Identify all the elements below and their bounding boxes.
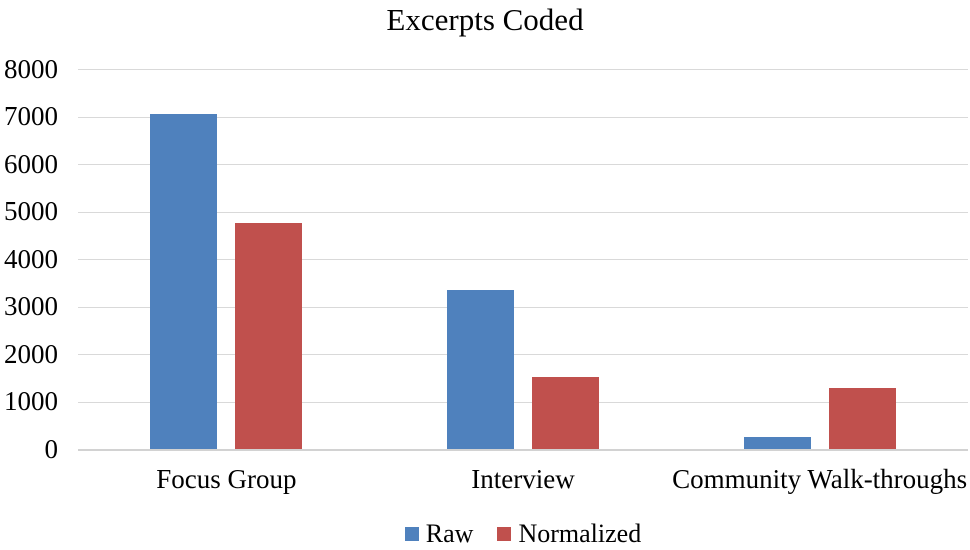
y-tick-label: 7000: [4, 101, 58, 131]
x-axis: Focus Group Interview Community Walk-throu…: [78, 461, 968, 501]
y-tick-label: 1000: [4, 386, 58, 416]
bar-normalized: [531, 376, 599, 449]
category-group: [375, 69, 672, 449]
gridline: [78, 211, 968, 213]
plot-area: [78, 69, 968, 451]
gridline: [78, 401, 968, 403]
legend-swatch: [497, 527, 512, 541]
legend-item: Normalized: [497, 518, 641, 550]
legend-item: Raw: [404, 518, 474, 550]
y-axis: 0 1000 2000 3000 4000 5000 6000 7000 8000: [0, 0, 78, 546]
legend: Raw Normalized: [78, 518, 968, 550]
category-label: Focus Group: [156, 464, 297, 494]
category-group: [78, 69, 375, 449]
y-tick-label: 5000: [4, 196, 58, 226]
legend-swatch: [404, 527, 419, 541]
y-tick-label: 6000: [4, 148, 58, 179]
gridline: [78, 116, 968, 118]
category-label: Interview: [471, 464, 575, 494]
bar-raw: [446, 290, 514, 449]
category-group: [671, 69, 968, 449]
chart-title: Excerpts Coded: [386, 2, 584, 37]
gridline: [78, 354, 968, 355]
bar-normalized: [828, 388, 896, 449]
bar-normalized: [235, 223, 303, 449]
y-tick-label: 8000: [4, 53, 58, 84]
gridline: [78, 164, 968, 165]
gridline: [78, 259, 968, 260]
y-tick-label: 0: [44, 433, 59, 464]
gridline: [78, 306, 968, 308]
bar-raw: [743, 437, 811, 449]
gridline: [78, 69, 968, 70]
y-tick-label: 4000: [4, 243, 58, 274]
y-tick-label: 3000: [4, 291, 58, 321]
bar-raw: [150, 114, 218, 449]
category-label: Community Walk-throughs: [672, 464, 968, 494]
legend-label: Normalized: [518, 519, 642, 548]
y-tick-label: 2000: [4, 338, 58, 369]
legend-label: Raw: [425, 519, 474, 548]
